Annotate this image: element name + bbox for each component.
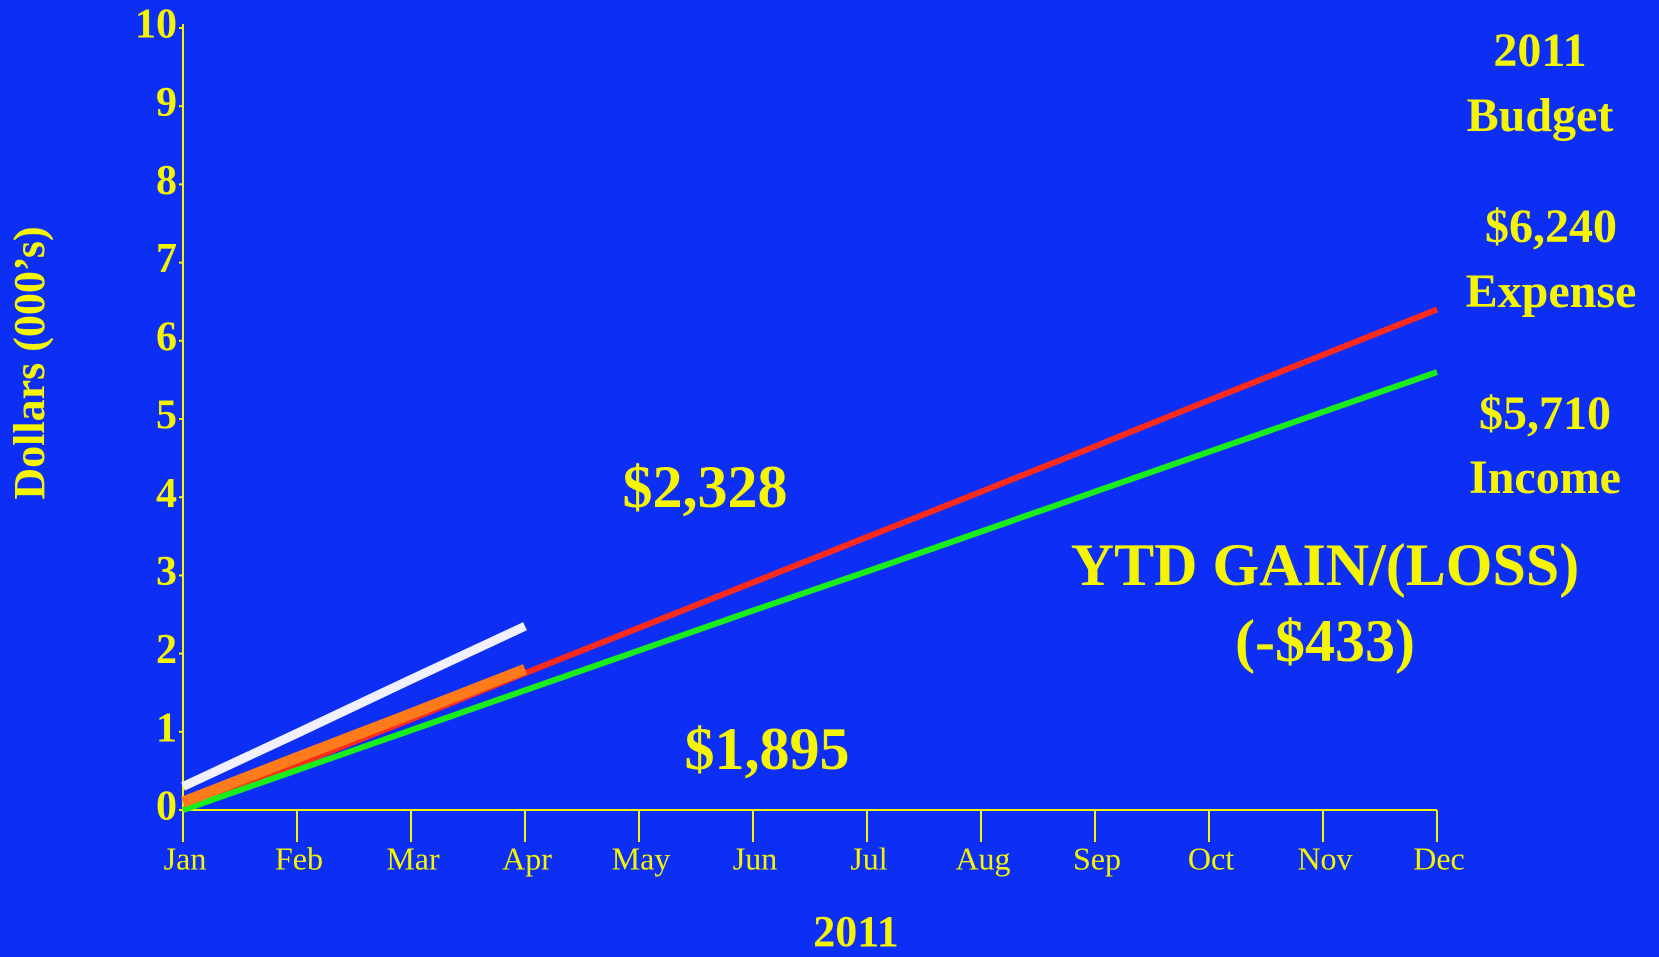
- line: [182, 369, 1438, 813]
- x-tick-label: Jan: [164, 840, 207, 876]
- y-tick-label: 5: [156, 393, 177, 439]
- annotation: (-$433): [1235, 608, 1415, 674]
- x-tick-label: Oct: [1188, 840, 1234, 876]
- y-tick-label: 3: [156, 549, 177, 595]
- x-tick-label: May: [612, 840, 671, 876]
- y-tick-label: 2: [156, 627, 177, 673]
- x-tick-label: Jul: [850, 840, 887, 876]
- y-tick-label: 7: [156, 236, 177, 282]
- series-label: $2,328: [623, 454, 788, 520]
- x-tick-label: Apr: [502, 840, 552, 876]
- annotation: Expense: [1466, 265, 1637, 318]
- x-tick-label: Aug: [955, 840, 1010, 876]
- series-label: $1,895: [685, 716, 850, 782]
- annotation: YTD GAIN/(LOSS): [1071, 532, 1579, 598]
- annotation: 2011: [1493, 24, 1586, 77]
- y-tick-label: 0: [156, 784, 177, 830]
- x-tick-label: Jun: [733, 840, 777, 876]
- annotation: Income: [1469, 451, 1621, 504]
- x-tick-label: Dec: [1413, 840, 1465, 876]
- y-tick-label: 9: [156, 80, 177, 126]
- line: [180, 664, 528, 808]
- y-axis-title: Dollars (000’s): [5, 226, 54, 499]
- line: [181, 622, 527, 791]
- y-tick-label: 6: [156, 314, 177, 360]
- y-tick-label: 10: [135, 2, 177, 48]
- y-tick-label: 4: [156, 471, 177, 517]
- y-tick-label: 1: [156, 705, 177, 751]
- x-tick-label: Sep: [1073, 840, 1121, 876]
- annotation: $6,240: [1485, 200, 1617, 253]
- y-tick-label: 8: [156, 158, 177, 204]
- annotation: Budget: [1467, 89, 1614, 142]
- x-tick-label: Mar: [386, 840, 440, 876]
- x-tick-label: Feb: [275, 840, 323, 876]
- annotation: $5,710: [1479, 387, 1611, 440]
- x-axis-title: 2011: [813, 907, 899, 956]
- x-tick-label: Nov: [1297, 840, 1352, 876]
